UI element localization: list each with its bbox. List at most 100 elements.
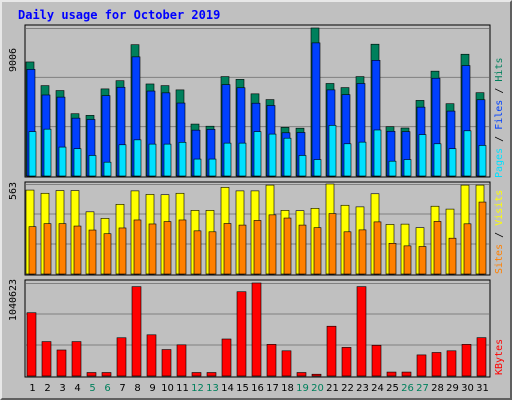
kbytes-bar [341,347,352,377]
day-label: 15 [236,383,249,394]
day-label: 13 [206,383,219,394]
day-label: 21 [326,383,339,394]
kbytes-bar [446,350,457,377]
pages-bar [433,143,442,177]
day-label: 29 [446,383,459,394]
sites-bar [418,246,427,275]
day-label: 2 [44,383,50,394]
chart-title: Daily usage for October 2019 [18,8,220,22]
day-label: 1 [29,383,35,394]
pages-bar [478,145,487,177]
sites-bar [163,221,172,275]
day-label: 10 [161,383,174,394]
pages-bar [358,141,367,177]
pages-bar [298,155,307,177]
kbytes-bar [356,286,367,377]
legend-mid: Sites / Visits [494,190,505,274]
kbytes-bar [26,312,37,377]
day-label: 6 [104,383,110,394]
kbytes-bar [431,352,442,377]
sites-bar [358,229,367,275]
day-label: 7 [119,383,125,394]
kbytes-bar [191,372,202,377]
sites-bar [88,229,97,275]
sites-bar [118,227,127,275]
day-label: 23 [356,383,369,394]
pages-bar [418,134,427,177]
kbytes-bar [101,372,112,377]
sites-bar [133,219,142,275]
pages-bar [373,129,382,177]
kbytes-bar [176,344,187,377]
kbytes-bar [221,338,232,377]
pages-bar [283,137,292,177]
pages-bar [43,128,52,177]
legend-bottom: KBytes [494,339,505,375]
pages-bar [268,133,277,177]
day-label: 19 [296,383,309,394]
sites-bar [193,230,202,275]
sites-bar [478,201,487,275]
sites-bar [343,231,352,275]
bars [25,27,487,377]
legend-visits: Visits [494,190,505,226]
files-bar [311,42,321,177]
pages-bar [463,130,472,177]
legend-sites: Sites [494,244,505,274]
kbytes-bar [416,354,427,377]
pages-bar [223,142,232,177]
day-label: 31 [476,383,489,394]
day-label: 30 [461,383,474,394]
sites-bar [238,224,247,275]
kbytes-bar [266,344,277,377]
bottom-axis-max-label: 1040623 [8,279,19,321]
kbytes-bar [116,337,127,377]
sites-bar [178,219,187,275]
pages-bar [403,159,412,177]
kbytes-bar [131,286,142,377]
pages-bar [238,142,247,177]
pages-bar [328,125,337,177]
pages-bar [163,143,172,177]
day-label: 8 [134,383,140,394]
day-label: 22 [341,383,354,394]
kbytes-bar [56,349,67,377]
legend-kbytes: KBytes [494,339,505,375]
sites-bar [403,245,412,275]
pages-bar [178,142,187,177]
top-axis-max-label: 9006 [8,48,19,72]
day-label: 9 [149,383,155,394]
kbytes-bar [236,291,247,377]
pages-bar [343,143,352,177]
sites-bar [148,223,157,275]
sites-bar [73,225,82,275]
sites-bar [103,233,112,275]
sites-bar [463,223,472,275]
pages-bar [118,144,127,177]
day-label: 20 [311,383,324,394]
day-label: 4 [74,383,80,394]
pages-bar [103,161,112,177]
kbytes-bar [401,371,412,377]
sites-bar [328,213,337,275]
kbytes-bar [326,325,337,377]
pages-bar [388,160,397,177]
day-label: 18 [281,383,294,394]
legend-pages: Pages [494,148,505,178]
sites-bar [43,223,52,275]
sites-bar [253,220,262,275]
mid-axis-max-label: 563 [8,182,19,200]
kbytes-bar [311,373,322,377]
kbytes-bar [206,372,217,377]
pages-bar [313,159,322,177]
pages-bar [193,158,202,177]
sites-bar [448,237,457,275]
pages-bar [253,131,262,177]
pages-bar [148,143,157,177]
day-label: 28 [431,383,444,394]
legend-sep: / [494,136,505,142]
legend-files: Files [494,100,505,130]
sites-bar [433,221,442,275]
legend-sep: / [494,232,505,238]
